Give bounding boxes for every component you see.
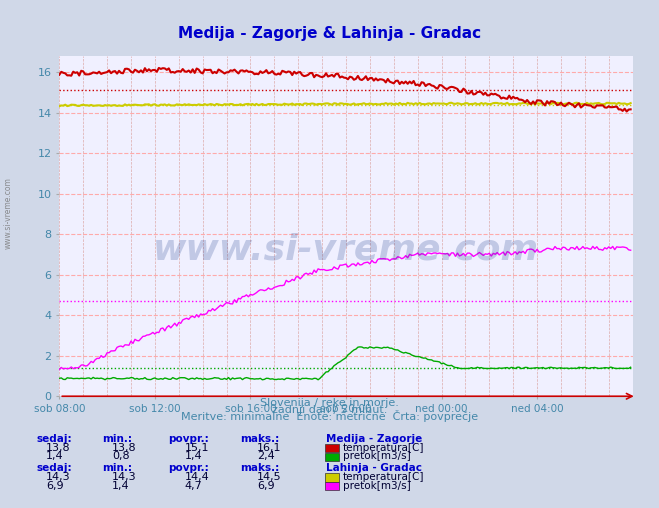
Text: www.si-vreme.com: www.si-vreme.com [153,233,539,267]
Text: povpr.:: povpr.: [168,434,209,444]
Text: pretok[m3/s]: pretok[m3/s] [343,451,411,461]
Text: 15,1: 15,1 [185,442,209,453]
Text: sedaj:: sedaj: [36,463,72,473]
Text: 0,8: 0,8 [112,451,130,461]
Text: maks.:: maks.: [241,463,280,473]
Text: 14,3: 14,3 [46,472,71,482]
Text: www.si-vreme.com: www.si-vreme.com [4,177,13,249]
Text: min.:: min.: [102,463,132,473]
Text: temperatura[C]: temperatura[C] [343,472,424,482]
Text: Meritve: minimalne  Enote: metrične  Črta: povprečje: Meritve: minimalne Enote: metrične Črta:… [181,409,478,422]
Text: min.:: min.: [102,434,132,444]
Text: 6,9: 6,9 [257,481,275,491]
Text: povpr.:: povpr.: [168,463,209,473]
Text: 14,4: 14,4 [185,472,210,482]
Text: 13,8: 13,8 [46,442,71,453]
Text: temperatura[C]: temperatura[C] [343,442,424,453]
Text: 1,4: 1,4 [112,481,130,491]
Text: 1,4: 1,4 [185,451,202,461]
Text: zadnji dan / 5 minut.: zadnji dan / 5 minut. [272,405,387,415]
Text: maks.:: maks.: [241,434,280,444]
Text: 13,8: 13,8 [112,442,136,453]
Text: Medija - Zagorje: Medija - Zagorje [326,434,422,444]
Text: 6,9: 6,9 [46,481,64,491]
Text: 14,3: 14,3 [112,472,136,482]
Text: 1,4: 1,4 [46,451,64,461]
Text: 16,1: 16,1 [257,442,281,453]
Text: 14,5: 14,5 [257,472,281,482]
Text: pretok[m3/s]: pretok[m3/s] [343,481,411,491]
Text: Slovenija / reke in morje.: Slovenija / reke in morje. [260,398,399,408]
Text: Lahinja - Gradac: Lahinja - Gradac [326,463,422,473]
Text: sedaj:: sedaj: [36,434,72,444]
Text: 4,7: 4,7 [185,481,202,491]
Text: 2,4: 2,4 [257,451,275,461]
Text: Medija - Zagorje & Lahinja - Gradac: Medija - Zagorje & Lahinja - Gradac [178,25,481,41]
